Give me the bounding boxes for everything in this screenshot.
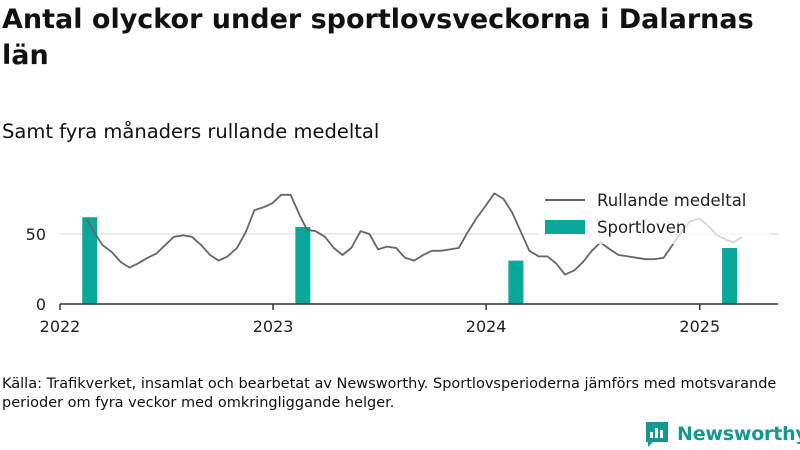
line-rolling-mean xyxy=(85,192,743,276)
x-tick-label-2025: 2025 xyxy=(679,317,720,336)
axis-layer: 0 50 2022 2023 2024 2025 xyxy=(26,225,778,336)
chart-legend: Rullande medeltal Sportloven xyxy=(538,184,770,244)
y-tick-label-0: 0 xyxy=(36,295,46,314)
brand-name: Newsworthy xyxy=(677,423,800,445)
bar-sportlov-3 xyxy=(722,248,738,304)
legend-bar-swatch xyxy=(545,220,585,234)
chart-subtitle: Samt fyra månaders rullande medeltal xyxy=(2,120,380,143)
legend-label-line: Rullande medeltal xyxy=(597,191,746,210)
y-tick-label-50: 50 xyxy=(26,225,46,244)
brand-logo[interactable]: Newsworthy xyxy=(644,419,800,449)
line-layer xyxy=(85,192,743,276)
bar-sportlov-1 xyxy=(295,227,311,304)
x-tick-label-2023: 2023 xyxy=(253,317,294,336)
legend-label-bar: Sportloven xyxy=(597,218,686,237)
x-tick-label-2024: 2024 xyxy=(466,317,507,336)
bar-sportlov-2 xyxy=(508,260,524,304)
chart-area: 0 50 2022 2023 2024 2025 Rullande medeltal Sp… xyxy=(25,184,778,336)
source-note: Källa: Trafikverket, insamlat och bearbe… xyxy=(2,376,777,411)
chart-title: Antal olyckor under sportlovsveckorna i … xyxy=(2,4,754,71)
newsworthy-logo-icon xyxy=(646,422,668,447)
x-tick-label-2022: 2022 xyxy=(40,317,81,336)
bar-sportlov-0 xyxy=(82,217,98,304)
bar-layer xyxy=(82,217,738,304)
